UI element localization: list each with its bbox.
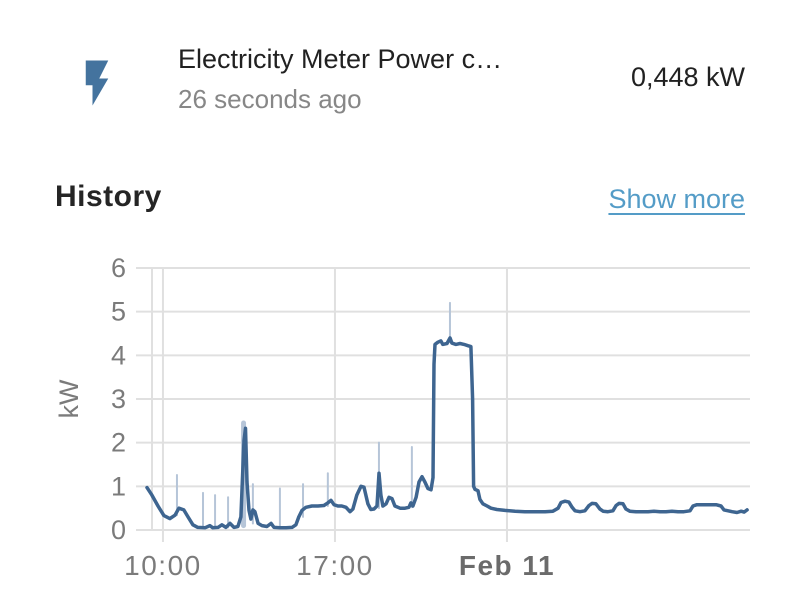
svg-text:Feb 11: Feb 11 [459,550,555,581]
entity-title: Electricity Meter Power c… [178,44,503,74]
svg-text:6: 6 [111,253,126,283]
svg-text:2: 2 [111,428,126,458]
svg-text:4: 4 [111,340,126,370]
history-heading: History [55,180,162,213]
flash-icon-svg [85,60,109,106]
entity-state-value: 0,448 kW [630,62,745,92]
svg-text:0: 0 [111,515,126,545]
svg-text:5: 5 [111,297,126,327]
history-chart[interactable]: 0 1 2 3 4 5 6 10:00 17:00 Feb 11 kW [0,250,800,590]
svg-text:10:00: 10:00 [124,550,202,581]
show-more-link[interactable]: Show more [608,184,745,214]
svg-text:3: 3 [111,384,126,414]
entity-last-changed: 26 seconds ago [178,84,362,114]
svg-text:1: 1 [111,471,126,501]
svg-text:kW: kW [54,379,84,419]
flash-icon [70,56,124,110]
svg-text:17:00: 17:00 [296,550,374,581]
